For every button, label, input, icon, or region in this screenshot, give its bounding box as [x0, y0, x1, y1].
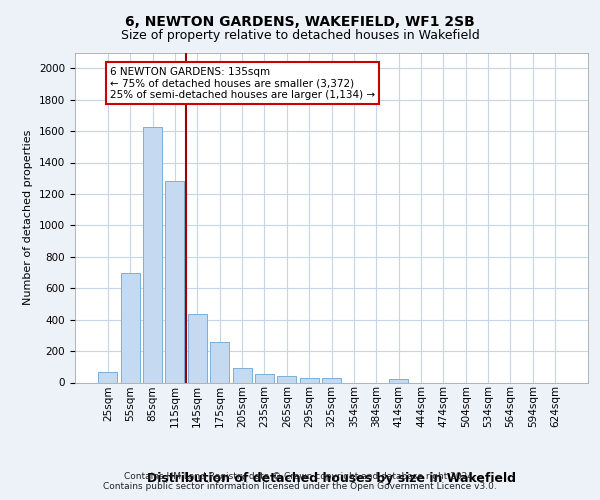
Text: 6, NEWTON GARDENS, WAKEFIELD, WF1 2SB: 6, NEWTON GARDENS, WAKEFIELD, WF1 2SB — [125, 15, 475, 29]
Bar — [233, 368, 251, 382]
Bar — [210, 342, 229, 382]
Text: 6 NEWTON GARDENS: 135sqm
← 75% of detached houses are smaller (3,372)
25% of sem: 6 NEWTON GARDENS: 135sqm ← 75% of detach… — [110, 66, 375, 100]
Bar — [389, 380, 408, 382]
Y-axis label: Number of detached properties: Number of detached properties — [23, 130, 34, 305]
Text: Contains public sector information licensed under the Open Government Licence v3: Contains public sector information licen… — [103, 482, 497, 491]
Bar — [322, 378, 341, 382]
Bar — [166, 182, 184, 382]
X-axis label: Distribution of detached houses by size in Wakefield: Distribution of detached houses by size … — [147, 472, 516, 485]
Bar — [255, 374, 274, 382]
Text: Contains HM Land Registry data © Crown copyright and database right 2024.: Contains HM Land Registry data © Crown c… — [124, 472, 476, 481]
Bar — [188, 314, 207, 382]
Bar — [299, 378, 319, 382]
Bar — [277, 376, 296, 382]
Bar — [98, 372, 118, 382]
Bar — [143, 127, 162, 382]
Bar — [121, 274, 140, 382]
Text: Size of property relative to detached houses in Wakefield: Size of property relative to detached ho… — [121, 28, 479, 42]
